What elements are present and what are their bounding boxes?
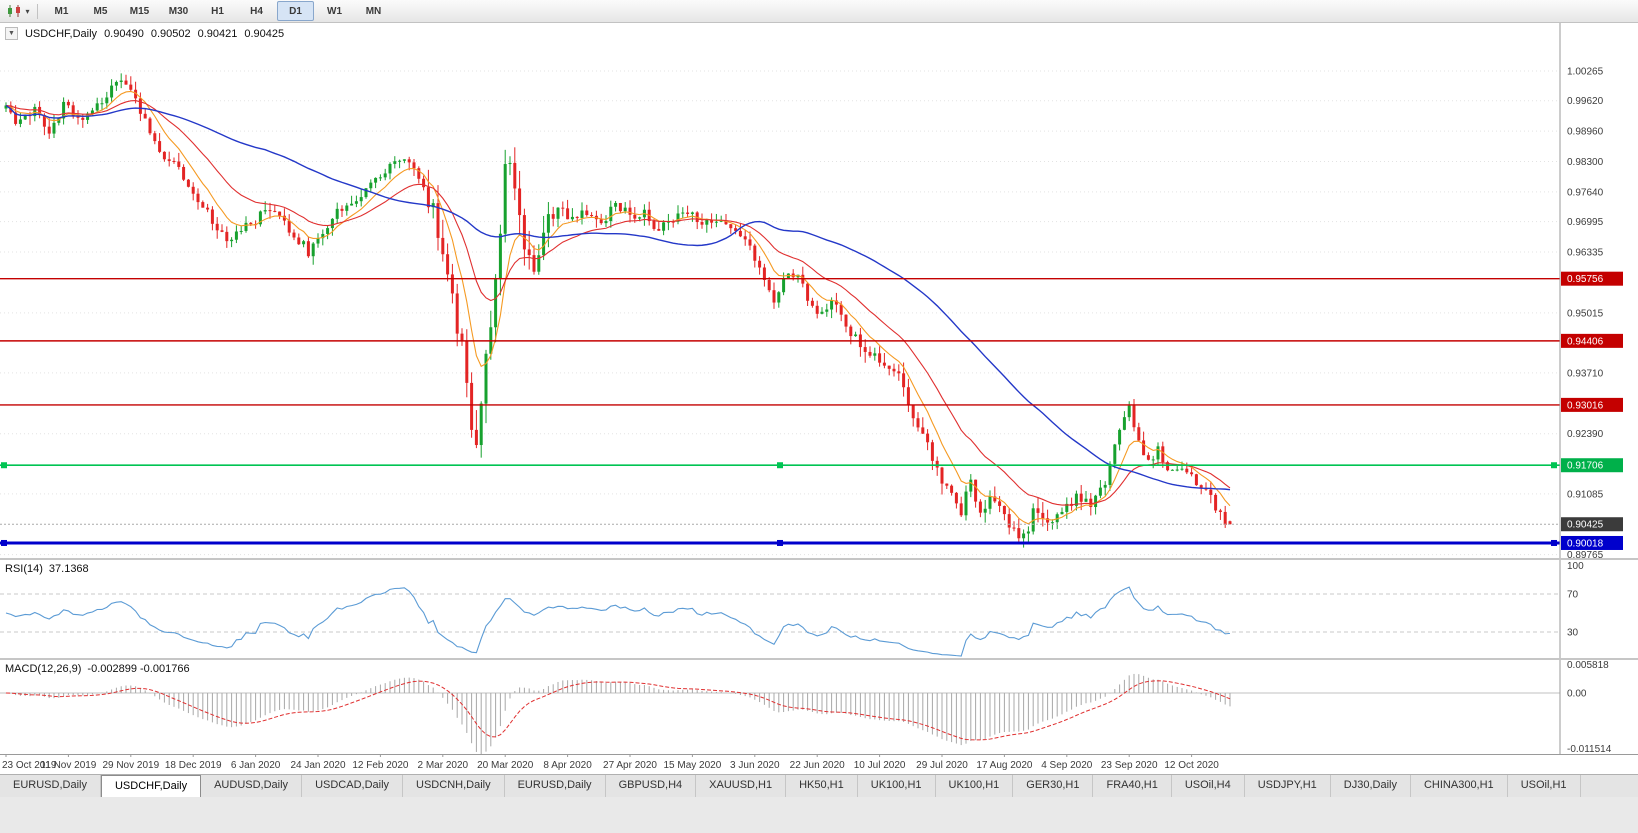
svg-text:100: 100: [1567, 561, 1584, 572]
svg-text:0.96995: 0.96995: [1567, 217, 1604, 228]
svg-text:8 Apr 2020: 8 Apr 2020: [543, 760, 592, 771]
svg-text:0.91085: 0.91085: [1567, 489, 1604, 500]
svg-text:29 Nov 2019: 29 Nov 2019: [102, 760, 159, 771]
panel-separator[interactable]: [0, 658, 1638, 660]
macd-title: MACD(12,26,9) -0.002899 -0.001766: [5, 663, 190, 675]
svg-text:0.98300: 0.98300: [1567, 157, 1604, 168]
timeframe-button-d1[interactable]: D1: [277, 1, 314, 21]
chart-symbol: USDCHF,Daily: [24, 27, 98, 40]
chart-tab-xauusd-h1[interactable]: XAUUSD,H1: [696, 775, 787, 797]
svg-text:12 Feb 2020: 12 Feb 2020: [352, 760, 409, 771]
svg-text:12 Oct 2020: 12 Oct 2020: [1164, 760, 1219, 771]
chart-tab-usdcnh-daily[interactable]: USDCNH,Daily: [403, 775, 505, 797]
chart-tab-dj30-daily[interactable]: DJ30,Daily: [1330, 775, 1411, 797]
svg-text:27 Apr 2020: 27 Apr 2020: [603, 760, 657, 771]
main-price-chart[interactable]: 1.00265 0.99620 0.98960 0.98300 0.97640 0.969…: [0, 22, 1638, 558]
svg-text:0.93016: 0.93016: [1567, 400, 1604, 411]
macd-label: MACD(12,26,9): [5, 663, 82, 675]
chart-tab-ger30-h1[interactable]: GER30,H1: [1013, 775, 1094, 797]
chart-title: ▼ USDCHF,Daily 0.90490 0.90502 0.90421 0…: [5, 27, 284, 40]
ohlc-high: 0.90502: [150, 27, 191, 40]
timeframe-toolbar: ▾ M1 M5 M15 M30 H1 H4 D1 W1 MN: [0, 0, 1638, 23]
chart-tab-fra40-h1[interactable]: FRA40,H1: [1093, 775, 1172, 797]
svg-text:4 Sep 2020: 4 Sep 2020: [1041, 760, 1093, 771]
rsi-value: 37.1368: [48, 563, 89, 575]
chart-tab-usdcad-daily[interactable]: USDCAD,Daily: [302, 775, 404, 797]
chart-type-icon[interactable]: ▾: [3, 2, 33, 20]
timeframe-button-h4[interactable]: H4: [250, 5, 263, 17]
svg-text:29 Jul 2020: 29 Jul 2020: [916, 760, 968, 771]
chart-tab-uk100-h1[interactable]: UK100,H1: [935, 775, 1014, 797]
chart-tab-usdchf-daily[interactable]: USDCHF,Daily: [100, 775, 202, 797]
chevron-down-icon: ▾: [25, 6, 30, 16]
svg-text:-0.011514: -0.011514: [1567, 744, 1612, 754]
svg-text:0.97640: 0.97640: [1567, 187, 1604, 198]
timeframe-button-mn[interactable]: MN: [365, 5, 382, 17]
svg-text:6 Jan 2020: 6 Jan 2020: [231, 760, 281, 771]
toolbar-separator: [37, 3, 38, 19]
svg-text:17 Aug 2020: 17 Aug 2020: [976, 760, 1033, 771]
chart-tab-usoil-h1[interactable]: USOil,H1: [1507, 775, 1581, 797]
svg-text:0.90018: 0.90018: [1567, 538, 1604, 549]
svg-text:3 Jun 2020: 3 Jun 2020: [730, 760, 780, 771]
candlestick-glyph: [8, 5, 21, 17]
svg-text:23 Sep 2020: 23 Sep 2020: [1101, 760, 1158, 771]
chart-tab-usoil-h4[interactable]: USOil,H4: [1171, 775, 1245, 797]
svg-text:0.93710: 0.93710: [1567, 368, 1604, 379]
ohlc-close: 0.90425: [244, 27, 285, 40]
rsi-label: RSI(14): [5, 563, 43, 575]
chart-tab-china300-h1[interactable]: CHINA300,H1: [1410, 775, 1508, 797]
chart-tab-usdjpy-h1[interactable]: USDJPY,H1: [1244, 775, 1331, 797]
svg-text:11 Nov 2019: 11 Nov 2019: [40, 760, 96, 771]
svg-text:0.98960: 0.98960: [1567, 127, 1604, 138]
timeframe-buttons: M1 M5 M15 M30 H1 H4 D1 W1 MN: [42, 1, 393, 21]
chart-tab-audusd-daily[interactable]: AUDUSD,Daily: [201, 775, 303, 797]
timeframe-button-w1[interactable]: W1: [327, 5, 342, 17]
svg-text:30: 30: [1567, 628, 1579, 639]
svg-text:2 Mar 2020: 2 Mar 2020: [418, 760, 469, 771]
svg-text:20 Mar 2020: 20 Mar 2020: [477, 760, 534, 771]
chart-tab-eurusd-daily[interactable]: EURUSD,Daily: [504, 775, 606, 797]
timeframe-button-h1[interactable]: H1: [211, 5, 224, 17]
chart-tab-gbpusd-h4[interactable]: GBPUSD,H4: [605, 775, 697, 797]
timeframe-button-m1[interactable]: M1: [54, 5, 69, 17]
svg-text:1.00265: 1.00265: [1567, 67, 1604, 78]
svg-text:0.92390: 0.92390: [1567, 429, 1604, 440]
svg-text:0.99620: 0.99620: [1567, 96, 1604, 107]
svg-text:0.96335: 0.96335: [1567, 248, 1604, 259]
chart-tab-hk50-h1[interactable]: HK50,H1: [786, 775, 858, 797]
svg-text:10 Jul 2020: 10 Jul 2020: [854, 760, 906, 771]
timeframe-button-m5[interactable]: M5: [93, 5, 108, 17]
svg-text:0.91706: 0.91706: [1567, 461, 1604, 472]
rsi-panel-chart[interactable]: 100 70 30: [0, 560, 1638, 658]
svg-text:18 Dec 2019: 18 Dec 2019: [165, 760, 222, 771]
ohlc-low: 0.90421: [197, 27, 238, 40]
macd-panel-chart[interactable]: 0.005818 0.00 -0.011514: [0, 660, 1638, 754]
svg-text:0.95015: 0.95015: [1567, 308, 1604, 319]
ohlc-open: 0.90490: [104, 27, 144, 40]
svg-text:0.005818: 0.005818: [1567, 660, 1609, 671]
svg-text:0.89765: 0.89765: [1567, 550, 1604, 558]
svg-text:15 May 2020: 15 May 2020: [663, 760, 721, 771]
timeframe-button-m15[interactable]: M15: [129, 5, 150, 17]
status-bar: [0, 796, 1638, 833]
chart-tabs-bar: EURUSD,Daily USDCHF,Daily AUDUSD,Daily USDC…: [0, 774, 1638, 797]
collapse-chart-icon[interactable]: ▼: [5, 27, 18, 40]
svg-text:22 Jun 2020: 22 Jun 2020: [790, 760, 845, 771]
svg-text:0.90425: 0.90425: [1567, 520, 1604, 531]
macd-value: -0.002899 -0.001766: [87, 663, 190, 675]
svg-text:0.00: 0.00: [1567, 689, 1587, 700]
svg-text:0.95756: 0.95756: [1567, 274, 1604, 285]
timeframe-button-m30[interactable]: M30: [168, 5, 189, 17]
chart-tab-eurusd-daily[interactable]: EURUSD,Daily: [0, 775, 101, 797]
svg-text:24 Jan 2020: 24 Jan 2020: [290, 760, 345, 771]
chart-tab-uk100-h1[interactable]: UK100,H1: [857, 775, 936, 797]
svg-text:70: 70: [1567, 590, 1579, 601]
svg-text:23 Oct 2019: 23 Oct 2019: [2, 760, 57, 771]
svg-text:0.94406: 0.94406: [1567, 336, 1604, 347]
rsi-title: RSI(14) 37.1368: [5, 563, 89, 575]
panel-separator[interactable]: [0, 558, 1638, 560]
